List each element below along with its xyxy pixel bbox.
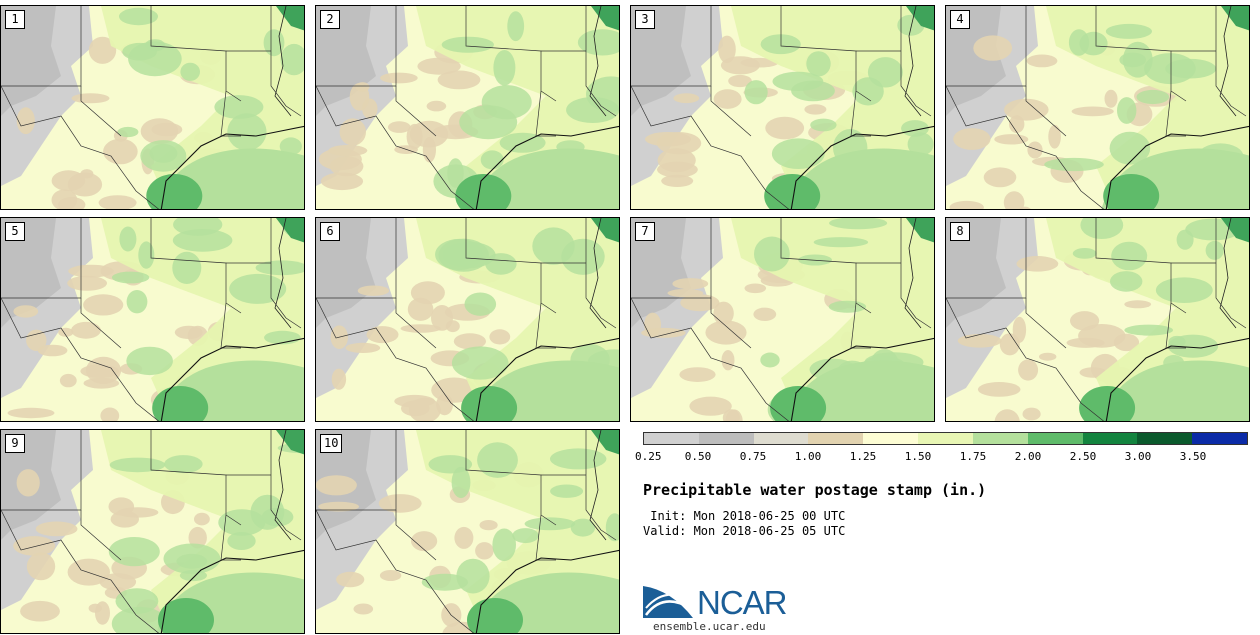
logo-wordmark: NCAR xyxy=(697,584,788,621)
colorbar-tick-label: 1.50 xyxy=(904,450,932,463)
colorbar-segment xyxy=(1082,433,1138,444)
member-number-label: 7 xyxy=(635,222,655,241)
member-number-label: 6 xyxy=(320,222,340,241)
colorbar-tick-label: 1.00 xyxy=(794,450,822,463)
postage-stamp-panel-3: 3 xyxy=(630,5,935,210)
member-number-label: 1 xyxy=(5,10,25,29)
precipitable-water-map xyxy=(1,430,304,633)
colorbar xyxy=(643,432,1248,445)
postage-stamp-panel-10: 10 xyxy=(315,429,620,634)
postage-stamp-panel-5: 5 xyxy=(0,217,305,422)
colorbar-segment xyxy=(972,433,1028,444)
colorbar-tick-label: 1.25 xyxy=(849,450,877,463)
colorbar-tick-label: 0.25 xyxy=(635,450,662,463)
member-number-label: 3 xyxy=(635,10,655,29)
colorbar-tick-label: 3.00 xyxy=(1124,450,1152,463)
member-number-label: 2 xyxy=(320,10,340,29)
precipitable-water-map xyxy=(631,218,934,421)
member-number-label: 10 xyxy=(320,434,343,453)
precipitable-water-map xyxy=(946,6,1249,209)
colorbar-segment xyxy=(1137,433,1193,444)
valid-time: Valid: Mon 2018-06-25 05 UTC xyxy=(643,524,846,538)
colorbar-tick-label: 0.50 xyxy=(684,450,712,463)
colorbar-segment xyxy=(1192,433,1247,444)
precipitable-water-map xyxy=(316,430,619,633)
postage-stamp-panel-8: 8 xyxy=(945,217,1250,422)
colorbar-tick-label: 1.75 xyxy=(959,450,987,463)
colorbar-segment xyxy=(698,433,754,444)
colorbar-segment xyxy=(1027,433,1083,444)
precipitable-water-map xyxy=(946,218,1249,421)
precipitable-water-map xyxy=(631,6,934,209)
logo-url: ensemble.ucar.edu xyxy=(653,620,766,633)
postage-stamp-panel-2: 2 xyxy=(315,5,620,210)
colorbar-tick-labels: 0.25 0.50 0.75 1.00 1.25 1.50 1.75 2.00 2.50 3.00… xyxy=(635,450,1248,466)
colorbar-tick-label: 0.75 xyxy=(739,450,767,463)
postage-stamp-panel-1: 1 xyxy=(0,5,305,210)
init-time: Init: Mon 2018-06-25 00 UTC xyxy=(650,509,846,523)
precipitable-water-map xyxy=(316,218,619,421)
postage-stamp-panel-9: 9 xyxy=(0,429,305,634)
member-number-label: 5 xyxy=(5,222,25,241)
member-number-label: 8 xyxy=(950,222,970,241)
figure-title: Precipitable water postage stamp (in.) xyxy=(643,481,987,499)
colorbar-segment xyxy=(918,433,973,444)
colorbar-segment xyxy=(808,433,864,444)
member-number-label: 9 xyxy=(5,434,25,453)
postage-stamp-panel-7: 7 xyxy=(630,217,935,422)
colorbar-tick-label: 2.00 xyxy=(1014,450,1042,463)
precipitable-water-map xyxy=(1,218,304,421)
colorbar-tick-label: 2.50 xyxy=(1069,450,1097,463)
colorbar-segment xyxy=(753,433,809,444)
colorbar-tick-label: 3.50 xyxy=(1179,450,1207,463)
colorbar-segment xyxy=(863,433,919,444)
precipitable-water-map xyxy=(1,6,304,209)
ncar-logo-icon xyxy=(643,586,693,618)
member-number-label: 4 xyxy=(950,10,970,29)
precipitable-water-map xyxy=(316,6,619,209)
postage-stamp-panel-6: 6 xyxy=(315,217,620,422)
postage-stamp-panel-4: 4 xyxy=(945,5,1250,210)
colorbar-segment xyxy=(644,433,699,444)
